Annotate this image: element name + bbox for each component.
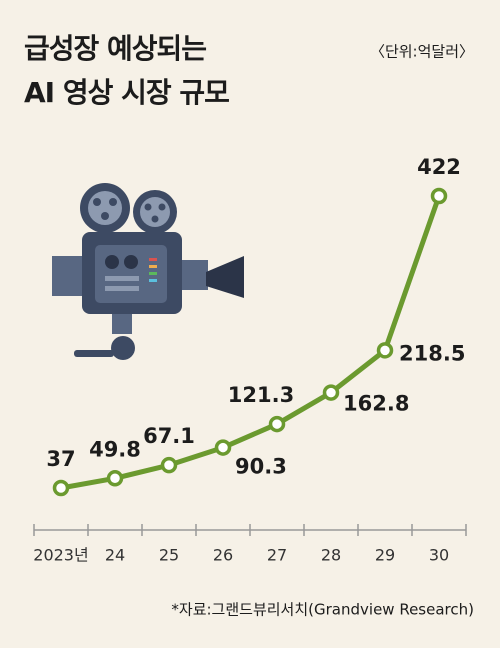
point <box>160 456 178 474</box>
value-label: 37 <box>46 447 75 471</box>
x-tick-label: 2023년 <box>33 546 88 565</box>
value-label: 162.8 <box>343 392 409 416</box>
point <box>52 479 70 497</box>
x-tick-label: 28 <box>321 546 341 565</box>
x-tick-label: 30 <box>429 546 449 565</box>
x-tick-label: 27 <box>267 546 287 565</box>
x-tick-label: 26 <box>213 546 233 565</box>
value-label: 49.8 <box>89 437 141 461</box>
chart-title-line-2: AI 영상 시장 규모 <box>24 76 229 109</box>
value-label: 121.3 <box>228 383 294 407</box>
point <box>322 384 340 401</box>
unit-note: 〈단위:억달러〉 <box>370 43 474 61</box>
source-note: *자료:그랜드뷰리서치(Grandview Research) <box>171 601 474 619</box>
value-label: 90.3 <box>235 455 287 479</box>
point <box>430 187 448 205</box>
x-tick-label: 24 <box>105 546 125 565</box>
x-tick-label: 29 <box>375 546 395 565</box>
point <box>106 470 124 487</box>
value-label: 422 <box>417 155 461 179</box>
camera-illustration <box>52 183 244 360</box>
value-label: 218.5 <box>399 341 465 365</box>
point <box>268 415 286 433</box>
point <box>214 439 232 456</box>
point <box>376 342 394 359</box>
x-tick-label: 25 <box>159 546 179 565</box>
line <box>60 195 442 491</box>
value-label: 67.1 <box>143 424 195 448</box>
chart-title-line-1: 급성장 예상되는 <box>24 32 206 65</box>
